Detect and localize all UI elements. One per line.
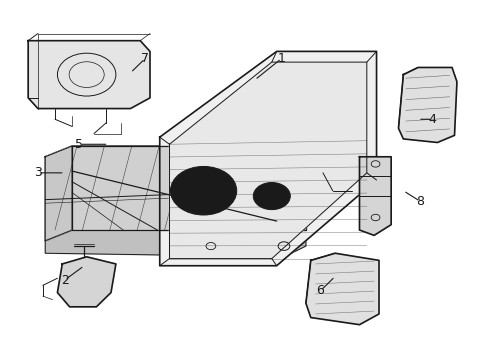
Polygon shape — [72, 146, 306, 230]
Polygon shape — [45, 146, 306, 241]
Polygon shape — [28, 41, 150, 109]
Polygon shape — [57, 257, 116, 307]
Text: 1: 1 — [278, 52, 286, 65]
Polygon shape — [360, 157, 391, 235]
Text: 2: 2 — [61, 274, 69, 287]
Polygon shape — [170, 62, 367, 258]
Polygon shape — [45, 230, 306, 257]
Circle shape — [180, 174, 227, 208]
Polygon shape — [45, 146, 72, 241]
Polygon shape — [398, 67, 457, 143]
Polygon shape — [160, 51, 376, 266]
Polygon shape — [306, 253, 379, 325]
Text: 6: 6 — [317, 284, 324, 297]
Circle shape — [253, 183, 290, 210]
Text: 7: 7 — [141, 52, 149, 65]
Text: 3: 3 — [34, 166, 42, 179]
Text: 8: 8 — [416, 195, 424, 208]
Circle shape — [171, 166, 237, 215]
Text: 5: 5 — [75, 138, 83, 151]
Text: 4: 4 — [429, 113, 437, 126]
